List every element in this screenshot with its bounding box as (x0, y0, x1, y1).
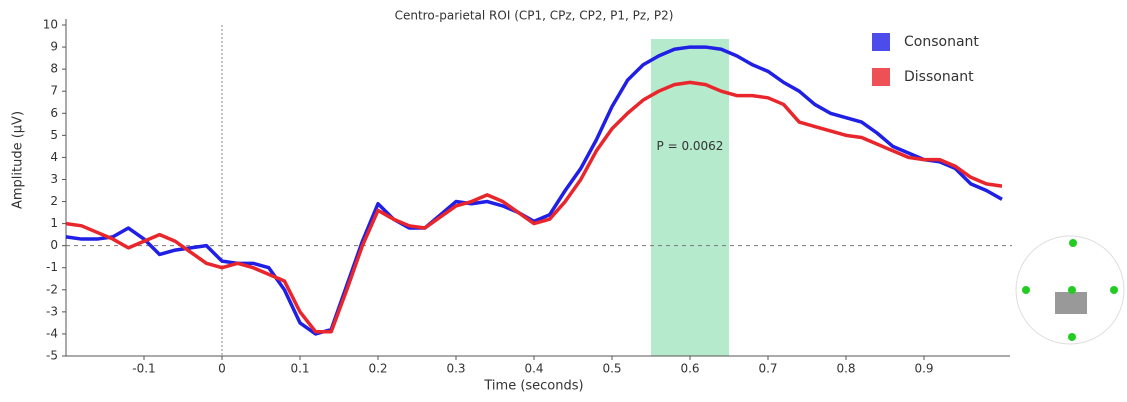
series-line (66, 82, 1002, 331)
y-tick-label: 0 (50, 238, 58, 252)
legend-swatch (872, 68, 890, 86)
x-axis-label: Time (seconds) (483, 379, 583, 394)
electrode (1068, 333, 1076, 341)
x-tick-label: -0.1 (132, 362, 155, 376)
y-tick-label: 8 (50, 62, 58, 76)
legend-label: Consonant (904, 34, 979, 50)
x-tick-label: 0.6 (680, 362, 699, 376)
x-tick-label: 0.4 (524, 362, 543, 376)
x-tick-label: 0.9 (914, 362, 933, 376)
x-tick-label: 0.8 (836, 362, 855, 376)
y-tick-label: -1 (46, 260, 58, 274)
y-tick-label: -2 (46, 282, 58, 296)
y-axis-label: Amplitude (µV) (11, 111, 26, 209)
y-tick-label: 1 (50, 216, 58, 230)
roi-patch (1055, 292, 1087, 314)
y-tick-label: 10 (43, 18, 58, 32)
annotation: P = 0.0062 (657, 139, 724, 153)
x-tick-label: 0.1 (290, 362, 309, 376)
y-tick-label: -4 (46, 326, 58, 340)
legend-label: Dissonant (904, 69, 974, 85)
electrode (1110, 286, 1118, 294)
y-tick-label: -5 (46, 349, 58, 363)
head-map (1016, 236, 1124, 344)
electrode (1068, 286, 1076, 294)
series-line (66, 47, 1002, 334)
y-tick-label: 3 (50, 172, 58, 186)
electrode (1022, 286, 1030, 294)
y-tick-label: 6 (50, 106, 58, 120)
chart-title: Centro-parietal ROI (CP1, CPz, CP2, P1, … (395, 9, 674, 23)
x-tick-label: 0.3 (446, 362, 465, 376)
significance-band (651, 39, 729, 356)
x-tick-label: 0 (218, 362, 226, 376)
chart: Centro-parietal ROI (CP1, CPz, CP2, P1, … (0, 0, 1127, 402)
x-tick-label: 0.2 (368, 362, 387, 376)
y-tick-label: -3 (46, 304, 58, 318)
y-tick-label: 7 (50, 84, 58, 98)
y-tick-label: 9 (50, 40, 58, 54)
electrode (1069, 239, 1077, 247)
x-tick-label: 0.7 (758, 362, 777, 376)
y-tick-label: 5 (50, 128, 58, 142)
y-tick-label: 2 (50, 194, 58, 208)
x-tick-label: 0.5 (602, 362, 621, 376)
legend-swatch (872, 33, 890, 51)
y-tick-label: 4 (50, 150, 58, 164)
